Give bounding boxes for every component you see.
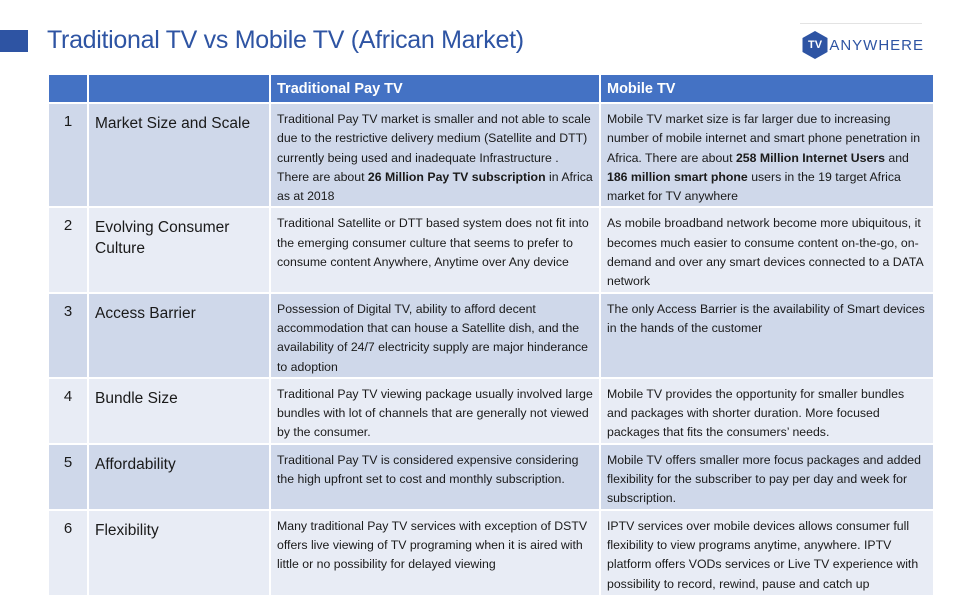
- tv-anywhere-logo-icon: TV: [800, 30, 828, 60]
- row-number: 4: [47, 376, 89, 445]
- table-row: 2 Evolving Consumer Culture Traditional …: [47, 206, 935, 294]
- table-header-row: Traditional Pay TV Mobile TV: [47, 73, 935, 104]
- highlight-text: 258 Million Internet Users: [735, 150, 885, 165]
- highlight-text: 26 Million Pay TV subscription: [367, 169, 546, 184]
- title-accent-bar: [0, 30, 28, 52]
- logo-divider: [800, 23, 922, 24]
- traditional-description: Traditional Pay TV viewing package usual…: [269, 376, 601, 445]
- mobile-description: IPTV services over mobile devices allows…: [599, 508, 935, 597]
- traditional-description: Traditional Pay TV is considered expensi…: [269, 442, 601, 511]
- logo-wordmark: ANYWHERE: [829, 36, 924, 54]
- mobile-description: Mobile TV market size is far larger due …: [599, 101, 935, 209]
- table-row: 3 Access Barrier Possession of Digital T…: [47, 291, 935, 379]
- traditional-description: Traditional Satellite or DTT based syste…: [269, 206, 601, 294]
- header-number: [47, 73, 89, 104]
- logo-badge-text: TV: [807, 39, 823, 51]
- row-attribute: Bundle Size: [87, 376, 271, 445]
- mobile-description: Mobile TV provides the opportunity for s…: [599, 376, 935, 445]
- table-row: 6 Flexibility Many traditional Pay TV se…: [47, 508, 935, 597]
- row-number: 3: [47, 291, 89, 379]
- row-attribute: Affordability: [87, 442, 271, 511]
- tv-anywhere-logo: TV ANYWHERE: [800, 26, 924, 64]
- table-row: 4 Bundle Size Traditional Pay TV viewing…: [47, 376, 935, 445]
- table-row: 1 Market Size and Scale Traditional Pay …: [47, 101, 935, 209]
- table-row: 5 Affordability Traditional Pay TV is co…: [47, 442, 935, 511]
- traditional-description: Traditional Pay TV market is smaller and…: [269, 101, 601, 209]
- traditional-description: Possession of Digital TV, ability to aff…: [269, 291, 601, 379]
- row-number: 6: [47, 508, 89, 597]
- row-attribute: Evolving Consumer Culture: [87, 206, 271, 294]
- header-attribute: [87, 73, 271, 104]
- row-attribute: Flexibility: [87, 508, 271, 597]
- row-number: 2: [47, 206, 89, 294]
- row-attribute: Access Barrier: [87, 291, 271, 379]
- comparison-table: Traditional Pay TV Mobile TV 1 Market Si…: [47, 73, 935, 597]
- header-mobile-tv: Mobile TV: [599, 73, 935, 104]
- row-attribute: Market Size and Scale: [87, 101, 271, 209]
- mobile-description: As mobile broadband network become more …: [599, 206, 935, 294]
- highlight-text: 186 million smart phone: [607, 169, 748, 184]
- row-number: 1: [47, 101, 89, 209]
- row-number: 5: [47, 442, 89, 511]
- mobile-description: The only Access Barrier is the availabil…: [599, 291, 935, 379]
- slide-title: Traditional TV vs Mobile TV (African Mar…: [47, 26, 524, 54]
- traditional-description: Many traditional Pay TV services with ex…: [269, 508, 601, 597]
- mobile-description: Mobile TV offers smaller more focus pack…: [599, 442, 935, 511]
- header-traditional-pay-tv: Traditional Pay TV: [269, 73, 601, 104]
